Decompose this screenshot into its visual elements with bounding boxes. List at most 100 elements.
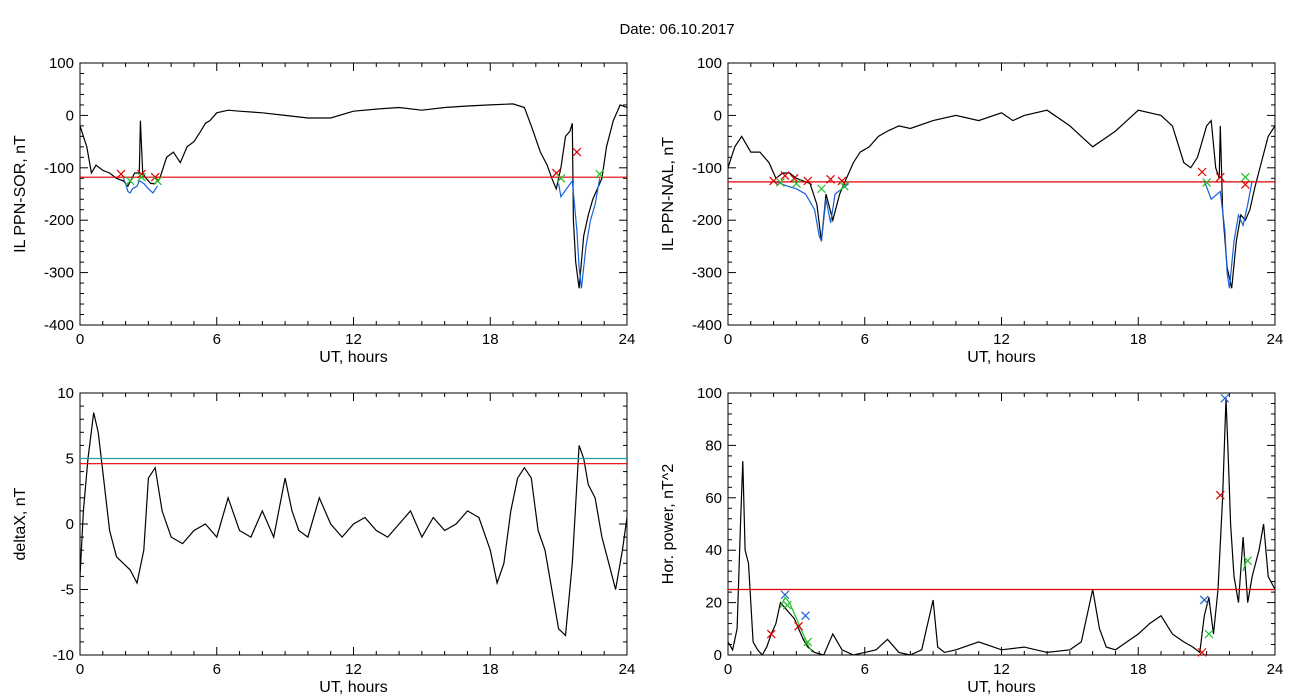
y-tick-label: -10 xyxy=(52,647,74,664)
x-axis-title: UT, hours xyxy=(967,679,1035,696)
chart-panel-2: 0 6 12 18 24 -400 -300 -200 -100 0 100 UT, hours IL … xyxy=(660,55,1283,366)
x-tick-label: 18 xyxy=(482,331,499,348)
y-tick-label: 100 xyxy=(49,55,74,72)
y-axis-title: deltaX, nT xyxy=(12,487,29,560)
y-tick-label: 0 xyxy=(714,107,722,124)
marker-green xyxy=(125,176,135,186)
plot-area xyxy=(80,412,627,637)
y-tick-label: -200 xyxy=(692,212,722,229)
y-tick-label: 10 xyxy=(57,385,74,402)
marker-green xyxy=(1240,172,1250,182)
series-line-black xyxy=(80,103,627,289)
marker-blue xyxy=(1199,595,1209,605)
y-tick-label: -300 xyxy=(44,265,74,282)
x-axis-title: UT, hours xyxy=(319,349,387,366)
chart-panel-1: 0 6 12 18 24 -400 -300 -200 -100 0 100 UT, hours IL … xyxy=(12,55,635,366)
x-tick-label: 0 xyxy=(76,661,84,678)
y-tick-label: 40 xyxy=(705,542,722,559)
marker-red xyxy=(789,173,799,183)
y-tick-label: -5 xyxy=(61,582,74,599)
plot-area xyxy=(80,103,627,289)
marker-red xyxy=(837,176,847,186)
marker-red xyxy=(1240,180,1250,189)
x-tick-label: 12 xyxy=(345,661,362,678)
marker-red xyxy=(1215,172,1225,182)
y-axis-title: IL PPN-SOR, nT xyxy=(12,135,29,253)
marker-red xyxy=(1197,167,1207,177)
x-tick-label: 0 xyxy=(76,331,84,348)
x-tick-label: 18 xyxy=(482,661,499,678)
y-axis-title: IL PPN-NAL, nT xyxy=(660,137,677,251)
x-tick-label: 24 xyxy=(1267,661,1284,678)
y-tick-label: 5 xyxy=(66,451,74,468)
x-tick-label: 12 xyxy=(993,661,1010,678)
chart-panel-3: 0 6 12 18 24 -10 -5 0 5 10 UT, hours deltaX, nT xyxy=(12,385,635,696)
series-line-black xyxy=(728,109,1275,289)
marker-green xyxy=(803,637,813,647)
marker-green xyxy=(817,184,826,194)
y-tick-label: -300 xyxy=(692,265,722,282)
series-line-black xyxy=(728,398,1275,655)
plot-frame xyxy=(727,392,1276,656)
plot-frame xyxy=(79,62,628,326)
series-line-blue xyxy=(1203,180,1253,289)
x-tick-label: 6 xyxy=(861,331,869,348)
y-tick-label: 0 xyxy=(66,107,74,124)
marker-red xyxy=(1215,490,1225,500)
x-tick-label: 24 xyxy=(619,661,636,678)
marker-blue xyxy=(780,590,790,600)
figure-title: Date: 06.10.2017 xyxy=(619,21,734,38)
x-tick-label: 12 xyxy=(993,331,1010,348)
x-tick-label: 18 xyxy=(1130,331,1147,348)
x-tick-label: 6 xyxy=(213,331,221,348)
y-tick-label: 0 xyxy=(714,647,722,664)
y-tick-label: 80 xyxy=(705,437,722,454)
marker-green xyxy=(791,179,801,188)
marker-green xyxy=(595,169,605,179)
y-tick-label: 100 xyxy=(697,55,722,72)
series-line-black xyxy=(80,412,627,637)
series-line-blue xyxy=(558,178,601,289)
x-tick-label: 12 xyxy=(345,331,362,348)
plot-frame xyxy=(727,62,1276,326)
marker-green xyxy=(137,172,146,182)
x-axis-title: UT, hours xyxy=(319,679,387,696)
marker-green xyxy=(1243,556,1253,566)
y-tick-label: 100 xyxy=(697,385,722,402)
marker-green xyxy=(153,176,162,186)
y-tick-label: 0 xyxy=(66,516,74,533)
marker-green xyxy=(782,600,792,610)
x-tick-label: 0 xyxy=(724,661,732,678)
marker-red xyxy=(769,176,779,186)
x-axis-title: UT, hours xyxy=(967,349,1035,366)
marker-red xyxy=(826,174,835,184)
y-axis-title: Hor. power, nT^2 xyxy=(660,464,677,585)
x-tick-label: 24 xyxy=(1267,331,1284,348)
x-tick-label: 6 xyxy=(861,661,869,678)
marker-green xyxy=(839,181,849,191)
chart-panel-4: 0 6 12 18 24 0 20 40 60 80 100 UT, hours Hor. power,… xyxy=(660,385,1283,696)
x-tick-label: 18 xyxy=(1130,661,1147,678)
y-tick-label: 60 xyxy=(705,490,722,507)
marker-green xyxy=(556,173,566,183)
marker-blue xyxy=(801,611,810,621)
y-tick-label: -200 xyxy=(44,212,74,229)
marker-green xyxy=(1202,178,1212,187)
y-tick-label: -100 xyxy=(44,160,74,177)
marker-red xyxy=(803,176,813,186)
y-tick-label: -400 xyxy=(692,317,722,334)
marker-red xyxy=(794,621,804,631)
marker-blue xyxy=(1220,393,1230,403)
series-line-blue xyxy=(122,178,158,194)
marker-red xyxy=(1197,647,1207,657)
series-line-blue xyxy=(773,180,850,242)
y-tick-label: -100 xyxy=(692,160,722,177)
x-tick-label: 0 xyxy=(724,331,732,348)
x-tick-label: 24 xyxy=(619,331,636,348)
y-tick-label: 20 xyxy=(705,595,722,612)
marker-red xyxy=(766,629,776,639)
y-tick-label: -400 xyxy=(44,317,74,334)
marker-green xyxy=(775,178,785,187)
